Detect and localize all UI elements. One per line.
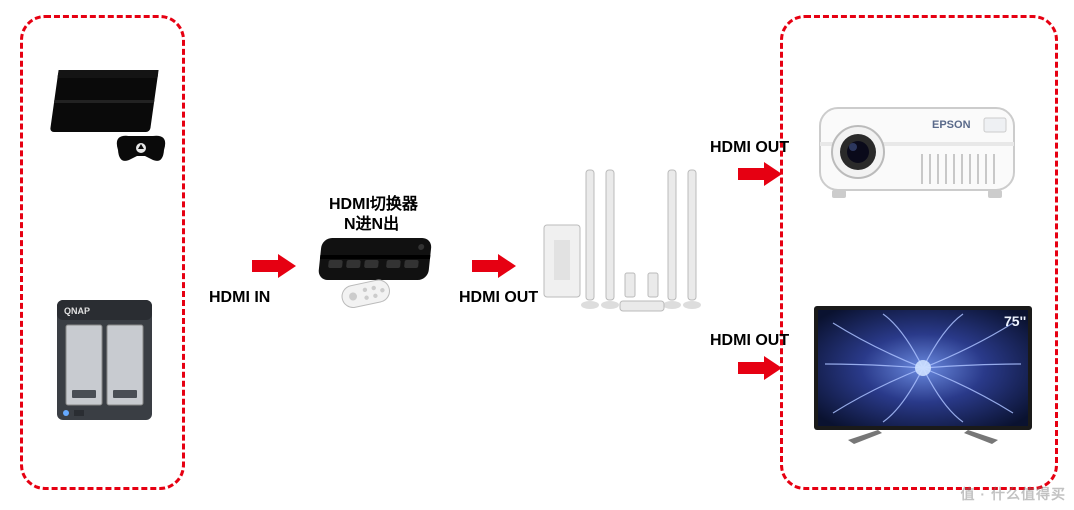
device-hdmi-switch [308, 230, 443, 325]
watermark-text: 值 · 什么值得买 [961, 484, 1066, 504]
arrow-icon [738, 162, 782, 186]
arrow-icon [472, 254, 516, 278]
nas-brand-text: QNAP [64, 306, 90, 316]
device-nas: QNAP [52, 295, 157, 425]
projector-brand-text: EPSON [932, 119, 971, 131]
label-hdmi-out-bot: HDMI OUT [710, 332, 789, 350]
label-hdmi-out-top: HDMI OUT [710, 139, 789, 157]
device-console [35, 60, 175, 180]
tv-badge-text: 75'' [1004, 313, 1026, 329]
device-home-theater [540, 165, 715, 320]
arrow-icon [252, 254, 296, 278]
device-projector: EPSON [812, 90, 1022, 210]
label-hdmi-out-mid: HDMI OUT [459, 289, 538, 307]
arrow-icon [738, 356, 782, 380]
label-hdmi-in: HDMI IN [209, 289, 270, 307]
device-tv: 75'' [808, 300, 1038, 448]
